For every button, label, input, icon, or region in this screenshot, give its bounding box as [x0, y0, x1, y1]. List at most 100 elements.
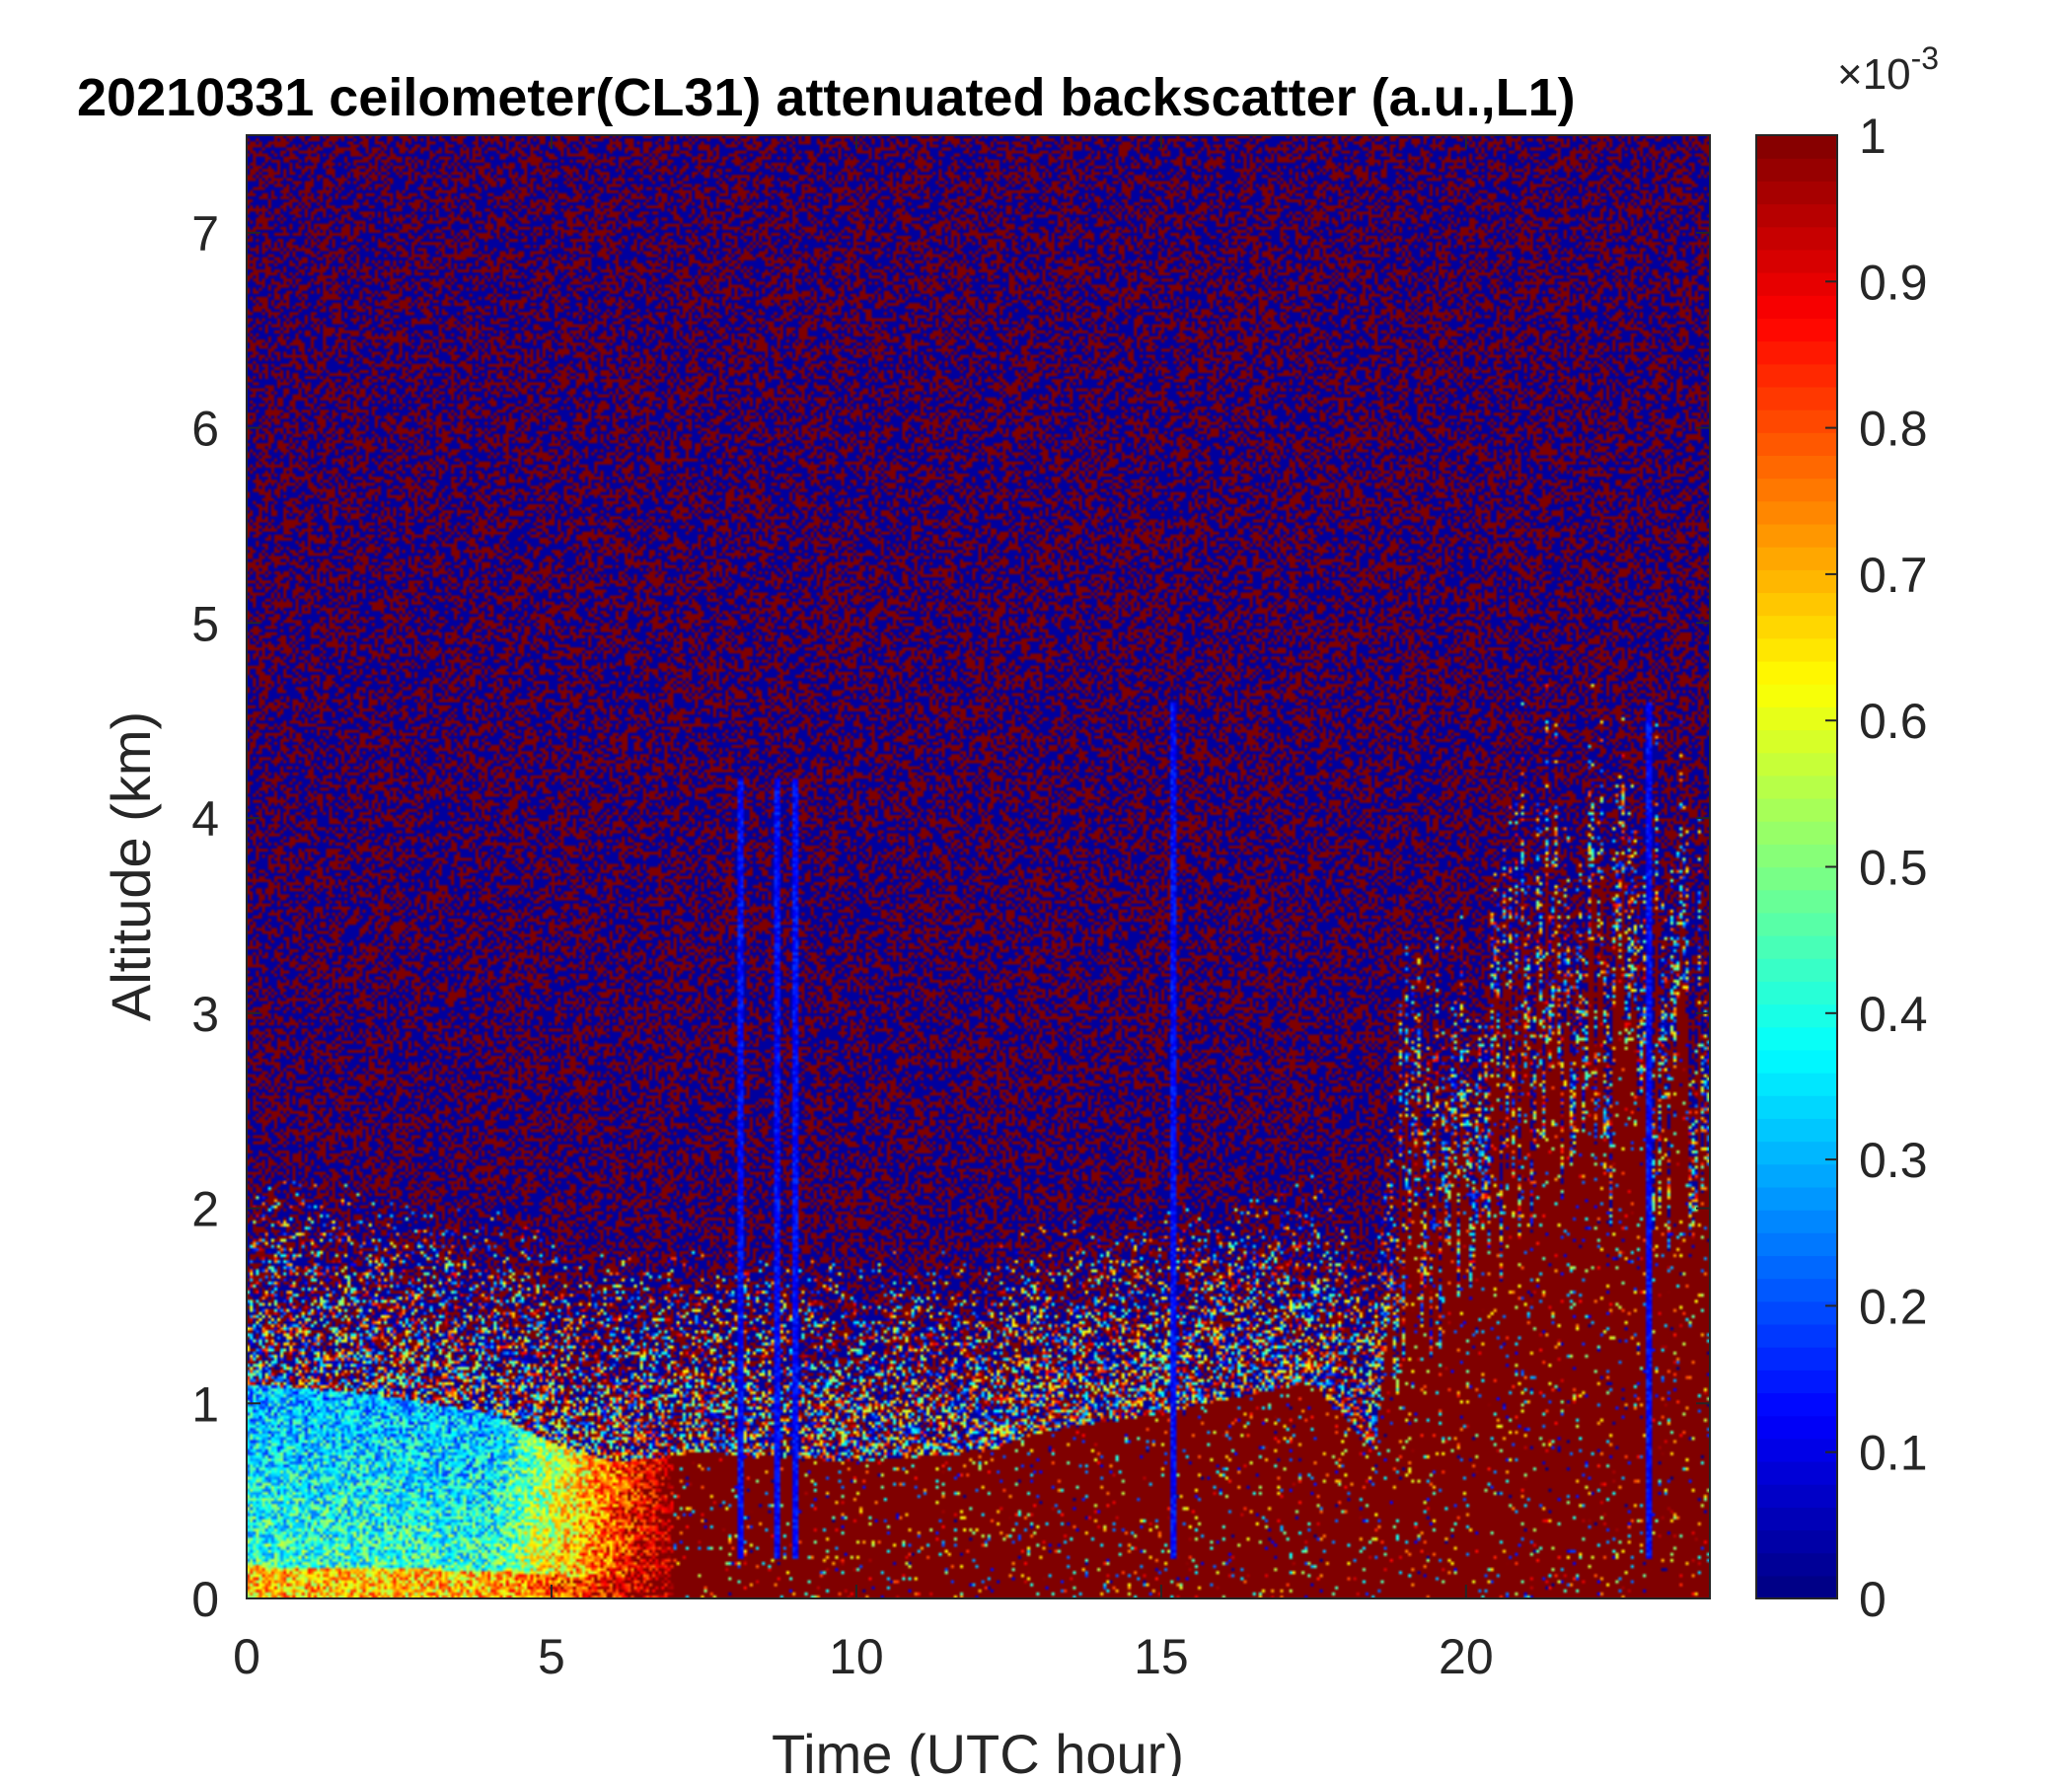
colorbar: 0 0.1 0.2 0.3 0.4 0.5 0.6 0.7 0.8 0.9 1 ×10-3: [1755, 40, 1939, 1627]
chart-title-group: 20210331 ceilometer(CL31) attenuated bac…: [77, 68, 1576, 127]
colorbar-band: [1756, 1323, 1837, 1348]
colorbar-band: [1756, 729, 1837, 754]
colorbar-band: [1756, 981, 1837, 1005]
colorbar-tick-label: 0.4: [1859, 987, 1928, 1042]
colorbar-tick-label: 0: [1859, 1572, 1887, 1627]
x-tick-label: 5: [538, 1629, 565, 1684]
colorbar-band: [1756, 1255, 1837, 1280]
colorbar-band: [1756, 500, 1837, 525]
y-axis: 0 1 2 3 4 5 6 7: [191, 206, 1710, 1627]
colorbar-band: [1756, 1118, 1837, 1143]
colorbar-band: [1756, 203, 1837, 228]
colorbar-band: [1756, 866, 1837, 891]
colorbar-band: [1756, 592, 1837, 617]
y-tick-label: 7: [191, 206, 219, 261]
colorbar-band: [1756, 226, 1837, 251]
colorbar-band: [1756, 660, 1837, 685]
colorbar-band: [1756, 135, 1837, 159]
colorbar-band: [1756, 547, 1837, 570]
colorbar-band: [1756, 409, 1837, 433]
colorbar-band: [1756, 272, 1837, 296]
plot-area: [247, 135, 1710, 1598]
colorbar-band: [1756, 637, 1837, 662]
colorbar-band: [1756, 432, 1837, 457]
colorbar-tick-label: 0.2: [1859, 1279, 1928, 1334]
colorbar-tick-label: 0.3: [1859, 1133, 1928, 1188]
colorbar-band: [1756, 615, 1837, 639]
colorbar-band: [1756, 821, 1837, 845]
colorbar-band: [1756, 1141, 1837, 1165]
colorbar-band: [1756, 569, 1837, 594]
chart-title: 20210331 ceilometer(CL31) attenuated bac…: [77, 68, 1576, 127]
colorbar-band: [1756, 1073, 1837, 1096]
y-tick-label: 1: [191, 1376, 219, 1432]
colorbar-tick-label: 0.7: [1859, 548, 1928, 603]
colorbar-band: [1756, 1460, 1837, 1485]
plot-frame: [246, 134, 1711, 1599]
y-tick-label: 6: [191, 402, 219, 457]
colorbar-exponent: ×10-3: [1837, 40, 1939, 99]
x-tick-label: 20: [1439, 1629, 1494, 1684]
colorbar-ticks: 0 0.1 0.2 0.3 0.4 0.5 0.6 0.7 0.8 0.9 1: [1825, 109, 1928, 1627]
colorbar-tick-label: 0.1: [1859, 1426, 1928, 1481]
colorbar-band: [1756, 889, 1837, 914]
colorbar-band: [1756, 1575, 1837, 1598]
colorbar-band: [1756, 797, 1837, 822]
y-tick-label: 5: [191, 596, 219, 651]
colorbar-band: [1756, 1278, 1837, 1302]
colorbar-band: [1756, 1049, 1837, 1074]
heatmap-image: [247, 135, 1710, 1598]
colorbar-tick-label: 0.8: [1859, 402, 1928, 457]
colorbar-band: [1756, 935, 1837, 959]
colorbar-band: [1756, 684, 1837, 707]
colorbar-band: [1756, 752, 1837, 777]
colorbar-band: [1756, 1347, 1837, 1371]
colorbar-band: [1756, 1507, 1837, 1531]
colorbar-band: [1756, 1529, 1837, 1554]
colorbar-band: [1756, 363, 1837, 388]
colorbar-band: [1756, 158, 1837, 182]
colorbar-band: [1756, 1232, 1837, 1257]
colorbar-band: [1756, 912, 1837, 936]
colorbar-bands: [1756, 135, 1837, 1598]
colorbar-band: [1756, 1300, 1837, 1325]
x-axis-label: Time (UTC hour): [772, 1723, 1184, 1776]
colorbar-band: [1756, 1438, 1837, 1462]
colorbar-band: [1756, 1163, 1837, 1188]
colorbar-tick-label: 0.9: [1859, 255, 1928, 310]
colorbar-band: [1756, 1186, 1837, 1211]
colorbar-band: [1756, 775, 1837, 799]
y-axis-label: Altitude (km): [100, 711, 162, 1021]
colorbar-exponent-power: -3: [1911, 40, 1939, 76]
colorbar-band: [1756, 844, 1837, 868]
colorbar-band: [1756, 1552, 1837, 1577]
x-tick-label: 0: [233, 1629, 260, 1684]
colorbar-band: [1756, 1392, 1837, 1417]
y-tick-label: 0: [191, 1572, 219, 1627]
colorbar-band: [1756, 1415, 1837, 1440]
colorbar-band: [1756, 386, 1837, 410]
colorbar-band: [1756, 181, 1837, 205]
x-axis: 0 5 10 15 20: [233, 135, 1494, 1684]
y-tick-label: 2: [191, 1182, 219, 1237]
colorbar-band: [1756, 523, 1837, 548]
colorbar-band: [1756, 478, 1837, 502]
colorbar-tick-label: 0.6: [1859, 694, 1928, 749]
colorbar-band: [1756, 455, 1837, 480]
colorbar-band: [1756, 318, 1837, 342]
colorbar-band: [1756, 340, 1837, 365]
colorbar-band: [1756, 1370, 1837, 1394]
colorbar-band: [1756, 1095, 1837, 1119]
colorbar-band: [1756, 1003, 1837, 1028]
colorbar-tick-label: 1: [1859, 109, 1887, 164]
colorbar-band: [1756, 706, 1837, 731]
x-tick-label: 10: [829, 1629, 884, 1684]
colorbar-band: [1756, 295, 1837, 319]
y-tick-label: 4: [191, 791, 219, 847]
y-tick-label: 3: [191, 987, 219, 1042]
colorbar-band: [1756, 1026, 1837, 1051]
colorbar-band: [1756, 1210, 1837, 1233]
colorbar-exponent-base: ×10: [1837, 50, 1911, 99]
